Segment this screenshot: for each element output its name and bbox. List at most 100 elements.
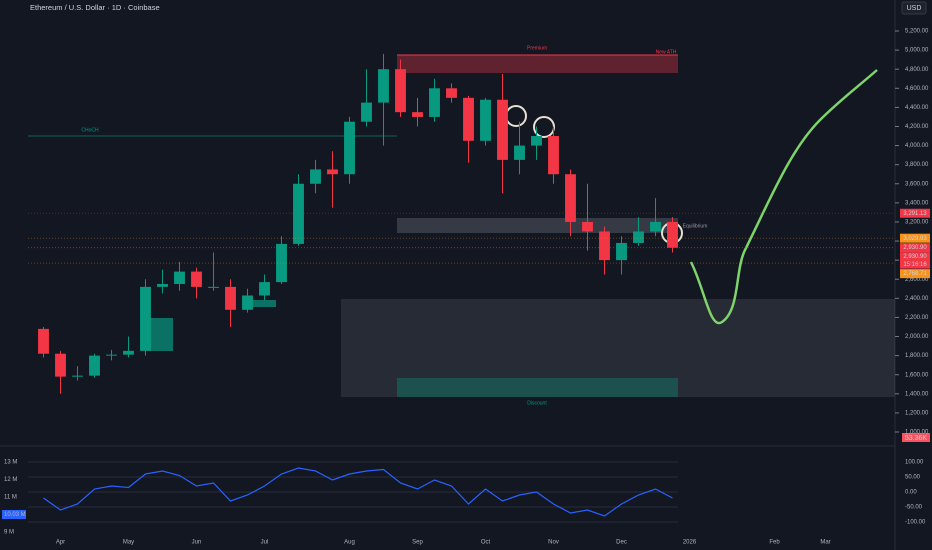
left-tick-label: 10.03 M bbox=[4, 512, 26, 518]
candle-body bbox=[208, 286, 219, 288]
current-tag bbox=[2, 510, 26, 519]
candle-body bbox=[123, 350, 134, 355]
demand-zone bbox=[397, 378, 678, 397]
annotation: Discount bbox=[527, 400, 547, 406]
volume-label: 53.36K bbox=[905, 435, 928, 442]
order-block bbox=[250, 300, 276, 307]
candle-body bbox=[514, 145, 525, 160]
y-tick-label: 4,600.00 bbox=[905, 86, 929, 92]
candle-body bbox=[650, 221, 661, 232]
y-tick-label: 4,800.00 bbox=[905, 67, 929, 73]
candle-body bbox=[327, 169, 338, 175]
y-tick-label: 1,800.00 bbox=[905, 353, 929, 359]
osc-tick-label: -100.00 bbox=[905, 520, 926, 526]
price-tag-label: 3,029.93 bbox=[903, 236, 927, 242]
y-tick-label: 5,200.00 bbox=[905, 29, 929, 35]
left-tick-label: 13 M bbox=[4, 460, 17, 466]
osc-tick-label: -50.00 bbox=[905, 505, 923, 511]
y-tick-label: 4,200.00 bbox=[905, 124, 929, 130]
x-tick-label: Dec bbox=[616, 540, 627, 546]
y-tick-label: 1,000.00 bbox=[905, 430, 929, 436]
left-tick-label: 9 M bbox=[4, 530, 14, 536]
y-tick-label: 1,200.00 bbox=[905, 410, 929, 416]
candle-body bbox=[480, 99, 491, 141]
x-tick-label: Jul bbox=[261, 540, 269, 546]
volume-tag bbox=[902, 433, 930, 442]
equilibrium-zone bbox=[397, 218, 678, 233]
price-tag bbox=[900, 269, 930, 279]
candle-body bbox=[174, 271, 185, 285]
candle-body bbox=[531, 136, 542, 146]
candle-body bbox=[259, 282, 270, 296]
x-tick-label: Aug bbox=[344, 540, 355, 546]
candle-body bbox=[38, 328, 49, 354]
left-tick-label: 11 M bbox=[4, 495, 17, 501]
left-tick-label: 12 M bbox=[4, 477, 17, 483]
candle-body bbox=[599, 231, 610, 261]
candle-body bbox=[140, 286, 151, 351]
candle-body bbox=[191, 271, 202, 287]
candle-body bbox=[72, 375, 83, 377]
annotation: New ATH bbox=[656, 49, 677, 55]
candle-body bbox=[242, 295, 253, 310]
price-tag-label: 2,930.90 bbox=[903, 254, 927, 260]
y-tick-label: 3,800.00 bbox=[905, 162, 929, 168]
y-tick-label: 3,600.00 bbox=[905, 181, 929, 187]
candle-body bbox=[361, 102, 372, 122]
x-tick-label: Apr bbox=[56, 540, 65, 546]
candle-body bbox=[463, 97, 474, 141]
candle-body bbox=[548, 136, 559, 175]
candle-body bbox=[616, 242, 627, 261]
currency[interactable]: USD bbox=[907, 5, 922, 12]
price-tag-label: 2,930.90 bbox=[903, 245, 927, 251]
y-tick-label: 4,000.00 bbox=[905, 143, 929, 149]
annotation: Equilibrium bbox=[683, 223, 708, 229]
candle-body bbox=[276, 243, 287, 283]
osc-tick-label: 0.00 bbox=[905, 490, 917, 496]
candle-body bbox=[582, 221, 593, 232]
price-tag-label: 3,291.13 bbox=[903, 211, 927, 217]
candle-body bbox=[310, 169, 321, 184]
osc-tick-label: 100.00 bbox=[905, 460, 924, 466]
y-tick-label: 1,600.00 bbox=[905, 372, 929, 378]
candle-body bbox=[225, 286, 236, 310]
candle-body bbox=[378, 69, 389, 103]
y-tick-label: 2,400.00 bbox=[905, 296, 929, 302]
price-tag bbox=[900, 208, 930, 218]
x-tick-label: Nov bbox=[548, 540, 559, 546]
y-tick-label: 2,200.00 bbox=[905, 315, 929, 321]
candle-body bbox=[497, 99, 508, 160]
candle-body bbox=[565, 174, 576, 222]
currency-button[interactable] bbox=[901, 1, 927, 15]
y-tick-label: 3,400.00 bbox=[905, 200, 929, 206]
candle-body bbox=[395, 69, 406, 113]
candle-body bbox=[429, 88, 440, 117]
price-tag bbox=[900, 233, 930, 243]
y-tick-label: 4,400.00 bbox=[905, 105, 929, 111]
chart-title: Ethereum / U.S. Dollar · 1D · Coinbase bbox=[30, 3, 160, 12]
x-tick-label: May bbox=[123, 540, 134, 546]
countdown-tag bbox=[900, 260, 930, 269]
candle-body bbox=[157, 284, 168, 287]
y-tick-label: 2,600.00 bbox=[905, 277, 929, 283]
x-tick-label: Oct bbox=[481, 540, 491, 546]
candle-body bbox=[55, 353, 66, 377]
candle-body bbox=[633, 231, 644, 243]
oscillator-line bbox=[43, 467, 673, 517]
osc-tick-label: 50.00 bbox=[905, 475, 921, 481]
candle-body bbox=[293, 183, 304, 244]
candle-body bbox=[667, 221, 678, 248]
candle-body bbox=[446, 88, 457, 98]
price-tag-label: 2,768.71 bbox=[903, 271, 927, 277]
candle-body bbox=[412, 112, 423, 117]
y-tick-label: 1,400.00 bbox=[905, 391, 929, 397]
x-tick-label: Jun bbox=[192, 540, 202, 546]
candle-body bbox=[106, 354, 117, 356]
x-tick-label: Mar bbox=[820, 540, 830, 546]
annotation: Premium bbox=[527, 45, 547, 51]
y-tick-label: 2,000.00 bbox=[905, 334, 929, 340]
price-tag bbox=[900, 243, 930, 253]
premium-zone bbox=[397, 55, 678, 73]
